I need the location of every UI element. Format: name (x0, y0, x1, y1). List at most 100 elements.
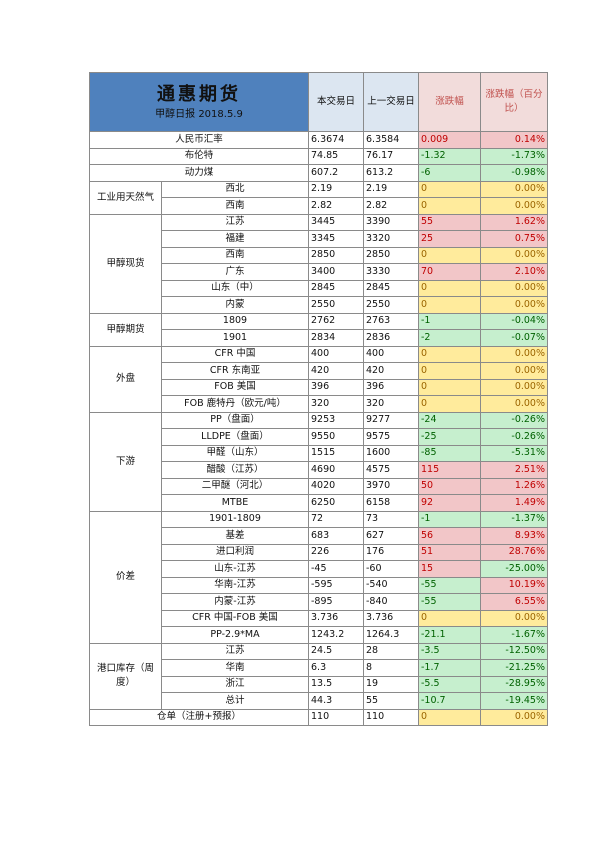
value-today: 4020 (308, 477, 364, 495)
value-today: 607.2 (308, 164, 364, 182)
value-prev: 3330 (363, 263, 419, 281)
row-label: 布伦特 (89, 147, 309, 165)
change-pct: -25.00% (480, 560, 548, 578)
change-value: -1 (418, 510, 481, 528)
value-today: 396 (308, 378, 364, 396)
change-pct: -0.98% (480, 164, 548, 182)
value-today: 400 (308, 345, 364, 363)
row-label: 1809 (161, 312, 309, 330)
change-value: 70 (418, 263, 481, 281)
table-row: LLDPE（盘面） 9550 9575 -25 -0.26% (90, 428, 548, 446)
value-prev: 19 (363, 675, 419, 693)
change-value: -1 (418, 312, 481, 330)
value-prev: 8 (363, 659, 419, 677)
header-row: 通惠期货 甲醇日报 2018.5.9 本交易日 上一交易日 涨跌幅 涨跌幅（百分… (89, 72, 548, 132)
row-label: 西南 (161, 197, 309, 215)
value-today: -895 (308, 593, 364, 611)
row-label: FOB 鹿特丹（欧元/吨） (161, 395, 309, 413)
group-label: 工业用天然气 (89, 180, 162, 215)
change-value: 0.009 (418, 131, 481, 149)
change-pct: 0.00% (480, 609, 548, 627)
table-row: 华南 6.3 8 -1.7 -21.25% (90, 659, 548, 677)
change-pct: 0.14% (480, 131, 548, 149)
value-prev: 627 (363, 527, 419, 545)
value-prev: 110 (363, 708, 419, 726)
table-row: 山东（中） 2845 2845 0 0.00% (90, 279, 548, 297)
value-today: 13.5 (308, 675, 364, 693)
value-today: 6250 (308, 494, 364, 512)
table-row: 内蒙-江苏 -895 -840 -55 6.55% (90, 593, 548, 611)
value-today: 2850 (308, 246, 364, 264)
value-prev: 6158 (363, 494, 419, 512)
value-prev: 2763 (363, 312, 419, 330)
change-pct: 28.76% (480, 543, 548, 561)
table-row: 甲醛（山东） 1515 1600 -85 -5.31% (90, 444, 548, 462)
value-today: 3345 (308, 230, 364, 248)
table-row: 内蒙 2550 2550 0 0.00% (90, 296, 548, 314)
row-label: 动力煤 (89, 164, 309, 182)
value-today: 2.82 (308, 197, 364, 215)
change-value: -3.5 (418, 642, 481, 660)
value-prev: -540 (363, 576, 419, 594)
row-label: 江苏 (161, 213, 309, 231)
table-row: 福建 3345 3320 25 0.75% (90, 230, 548, 248)
row-label: CFR 东南亚 (161, 362, 309, 380)
table-row: 港口库存（周度） 江苏 24.5 28 -3.5 -12.50% (89, 642, 548, 710)
change-value: 0 (418, 708, 481, 726)
value-today: 74.85 (308, 147, 364, 165)
change-pct: 0.00% (480, 395, 548, 413)
table-row: 人民币汇率 6.3674 6.3584 0.009 0.14% (89, 131, 548, 149)
change-pct: 0.00% (480, 362, 548, 380)
change-value: 25 (418, 230, 481, 248)
change-value: -1.32 (418, 147, 481, 165)
row-label: 基差 (161, 527, 309, 545)
value-today: 1243.2 (308, 626, 364, 644)
table-row: 动力煤 607.2 613.2 -6 -0.98% (89, 164, 548, 182)
table-row: 总计 44.3 55 -10.7 -19.45% (90, 692, 548, 710)
row-label: 1901 (161, 329, 309, 347)
change-pct: -21.25% (480, 659, 548, 677)
value-prev: 73 (363, 510, 419, 528)
row-label: 仓单（注册+预报） (89, 708, 309, 726)
change-pct: -19.45% (480, 692, 548, 710)
value-prev: -840 (363, 593, 419, 611)
table-row: 外盘 CFR 中国 400 400 0 0.00% (89, 345, 548, 413)
change-pct: 0.00% (480, 708, 548, 726)
change-pct: 0.00% (480, 279, 548, 297)
table-row: 甲醇现货 江苏 3445 3390 55 1.62% (89, 213, 548, 314)
change-value: 0 (418, 197, 481, 215)
change-value: -2 (418, 329, 481, 347)
change-pct: 2.51% (480, 461, 548, 479)
value-today: 3.736 (308, 609, 364, 627)
value-prev: 2836 (363, 329, 419, 347)
change-value: -55 (418, 593, 481, 611)
change-value: 15 (418, 560, 481, 578)
table-row: 华南-江苏 -595 -540 -55 10.19% (90, 576, 548, 594)
change-pct: 0.00% (480, 296, 548, 314)
change-pct: -12.50% (480, 642, 548, 660)
change-value: 56 (418, 527, 481, 545)
value-today: 4690 (308, 461, 364, 479)
value-today: 9253 (308, 411, 364, 429)
row-label: 内蒙 (161, 296, 309, 314)
report-subtitle: 甲醇日报 2018.5.9 (155, 109, 243, 120)
value-today: 6.3 (308, 659, 364, 677)
row-label: 内蒙-江苏 (161, 593, 309, 611)
change-pct: 0.75% (480, 230, 548, 248)
change-value: 0 (418, 246, 481, 264)
row-label: 山东（中） (161, 279, 309, 297)
change-pct: -0.04% (480, 312, 548, 330)
change-pct: 0.00% (480, 345, 548, 363)
value-today: 9550 (308, 428, 364, 446)
change-value: 55 (418, 213, 481, 231)
change-pct: 0.00% (480, 246, 548, 264)
row-label: 1901-1809 (161, 510, 309, 528)
change-pct: -1.73% (480, 147, 548, 165)
value-today: 3400 (308, 263, 364, 281)
change-pct: -28.95% (480, 675, 548, 693)
methanol-daily-table: 通惠期货 甲醇日报 2018.5.9 本交易日 上一交易日 涨跌幅 涨跌幅（百分… (89, 72, 548, 726)
value-prev: 28 (363, 642, 419, 660)
row-label: 进口利润 (161, 543, 309, 561)
row-label: 福建 (161, 230, 309, 248)
change-value: 0 (418, 395, 481, 413)
